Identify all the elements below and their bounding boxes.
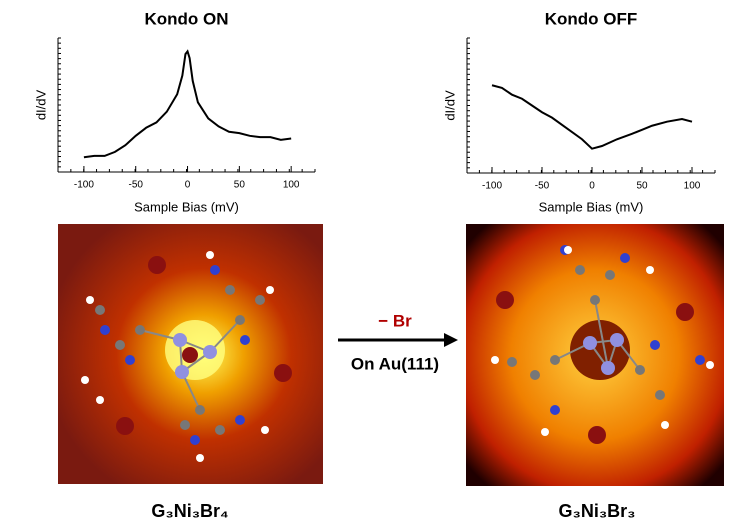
x-tick-label: -50 xyxy=(128,180,143,191)
x-tick-label: -100 xyxy=(482,181,502,192)
chart-title: Kondo ON xyxy=(144,9,228,28)
spectrum-line xyxy=(491,84,693,150)
x-tick-label: 100 xyxy=(283,180,300,191)
x-tick-label: 50 xyxy=(636,181,648,192)
stm-image-left xyxy=(58,224,323,484)
x-tick-label: 100 xyxy=(684,181,701,192)
x-tick-label: -100 xyxy=(74,180,94,191)
x-tick-label: 0 xyxy=(185,180,191,191)
x-axis-label: Sample Bias (mV) xyxy=(134,199,239,214)
stm-image-right xyxy=(466,224,724,486)
reaction-arrow xyxy=(338,333,458,347)
y-axis-label: dI/dV xyxy=(33,89,48,120)
x-tick-label: 0 xyxy=(589,181,595,192)
x-tick-label: -50 xyxy=(535,181,550,192)
spectrum-line xyxy=(83,49,292,159)
x-axis-label: Sample Bias (mV) xyxy=(539,199,644,214)
caption: G₃Ni₃Br₃ xyxy=(559,501,636,521)
y-axis-label: dI/dV xyxy=(442,90,457,121)
arrow-bottom-label: On Au(111) xyxy=(351,354,439,373)
arrow-top-label: − Br xyxy=(378,311,412,330)
chart-title: Kondo OFF xyxy=(545,9,638,28)
caption: G₃Ni₃Br₄ xyxy=(151,501,228,521)
x-tick-label: 50 xyxy=(234,180,246,191)
